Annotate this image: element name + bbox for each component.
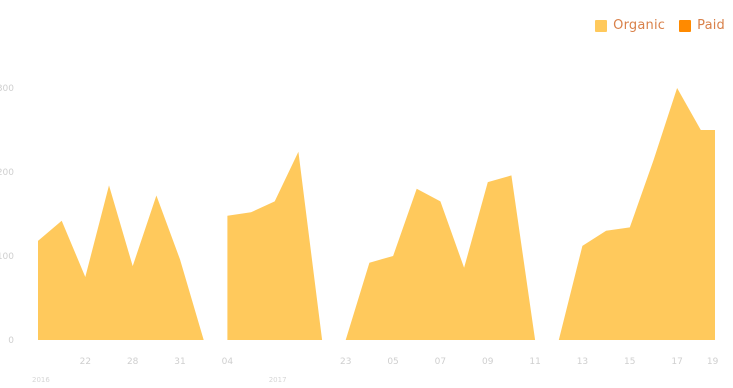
x-tick-label: 04 — [222, 357, 234, 367]
legend-item-organic[interactable]: Organic — [595, 18, 665, 33]
organic-area-segment-0 — [38, 185, 204, 340]
legend-item-paid[interactable]: Paid — [679, 18, 725, 33]
paid-swatch-icon — [679, 19, 692, 32]
legend: Organic Paid — [595, 18, 725, 33]
x-tick-label: 28 — [127, 357, 139, 367]
x-year-label: 2017 — [269, 376, 287, 384]
x-tick-label: 11 — [529, 357, 540, 367]
organic-area-segment-1 — [227, 151, 346, 340]
x-year-label: 2016 — [32, 376, 50, 384]
x-tick-label: 07 — [435, 357, 446, 367]
x-tick-label: 13 — [577, 357, 588, 367]
x-tick-label: 15 — [624, 357, 635, 367]
y-tick-label: 300 — [0, 84, 14, 94]
legend-label-organic: Organic — [613, 18, 666, 33]
y-tick-label: 0 — [8, 336, 14, 346]
x-tick-label: 22 — [80, 357, 91, 367]
organic-swatch-icon — [595, 19, 608, 32]
y-tick-label: 200 — [0, 168, 14, 178]
organic-area-segment-3 — [558, 88, 715, 340]
x-axis: 22 28 31 04 23 05 07 09 11 13 15 17 19 2016 2017 — [32, 357, 719, 384]
x-tick-label: 17 — [671, 357, 682, 367]
x-tick-label: 09 — [482, 357, 494, 367]
x-tick-label: 05 — [387, 357, 398, 367]
y-tick-label: 100 — [0, 252, 14, 262]
organic-area-segment-2 — [345, 175, 559, 340]
x-tick-label: 31 — [174, 357, 185, 367]
x-tick-label: 23 — [340, 357, 351, 367]
y-axis: 0 100 200 300 — [0, 84, 14, 346]
area-series-group — [38, 88, 715, 340]
x-tick-label: 19 — [707, 357, 719, 367]
legend-label-paid: Paid — [697, 18, 725, 33]
